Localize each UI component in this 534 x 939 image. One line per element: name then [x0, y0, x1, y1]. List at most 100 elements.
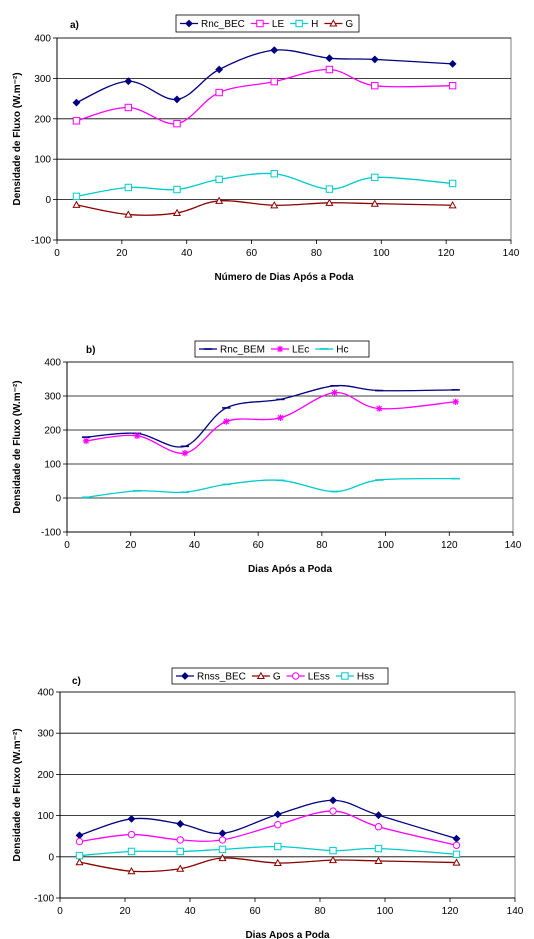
data-point: [270, 201, 279, 209]
data-point: [127, 847, 136, 856]
x-tick-label: 60: [253, 540, 265, 551]
data-point: [218, 836, 227, 844]
x-tick-label: 0: [57, 906, 63, 917]
data-point: [448, 201, 457, 209]
chart-panel-b: -100 0 100 200 300 400 0 20 40 60 80 100 120 140 Dias …: [0, 338, 534, 618]
series-line: [76, 49, 453, 104]
x-tick-label: 80: [316, 540, 328, 551]
data-point: [374, 811, 383, 820]
legend-label: LEc: [292, 345, 309, 356]
data-point: [273, 810, 282, 819]
y-tick-label: 100: [37, 811, 54, 822]
data-point: [72, 98, 81, 107]
data-point: [371, 81, 379, 90]
data-point: [325, 54, 334, 63]
series-h: [72, 170, 457, 201]
data-point: [75, 857, 84, 866]
data-point: [374, 844, 383, 853]
x-tick-label: 120: [438, 248, 455, 259]
data-point: [329, 796, 337, 805]
legend-item: LEc: [271, 345, 309, 356]
plot-area: [59, 691, 516, 899]
x-axis-label: Dias Apos a Poda: [245, 930, 330, 939]
x-tick-label: 60: [249, 906, 261, 917]
legend-label: H: [311, 19, 318, 30]
panel-tag: b): [86, 345, 95, 356]
legend-marker: [256, 671, 265, 680]
y-tick-label: 0: [48, 852, 54, 863]
y-tick-label: 200: [37, 770, 54, 781]
x-tick-label: 40: [181, 248, 193, 259]
y-axis-label: Densidade de Fluxo (W.m⁻²): [12, 380, 23, 513]
data-point: [370, 199, 379, 207]
series-less: [75, 807, 461, 849]
data-point: [124, 103, 133, 112]
legend-item: H: [290, 19, 318, 30]
series-line: [79, 799, 457, 840]
legend-marker: [185, 19, 193, 28]
data-point: [274, 842, 282, 851]
x-axis-label: Número de Dias Após a Poda: [214, 272, 354, 283]
y-tick-label: 400: [37, 688, 54, 699]
data-point: [273, 858, 282, 867]
y-tick-label: 400: [44, 358, 61, 369]
legend-marker: [341, 672, 349, 680]
data-point: [374, 823, 383, 831]
legend: Rnss_BEC G LEss Hss: [171, 667, 389, 685]
y-tick-label: 300: [37, 729, 54, 740]
x-tick-label: 0: [54, 248, 60, 259]
legend-item: G: [251, 671, 281, 683]
data-point: [452, 850, 461, 859]
data-point: [452, 858, 461, 866]
data-point: [215, 175, 223, 184]
y-tick-label: 200: [44, 426, 61, 437]
legend-item: G: [324, 19, 353, 30]
chart-panel-c: -100 0 100 200 300 400 0 20 40 60 80 100 120 140 Dias …: [0, 665, 534, 939]
data-point: [325, 198, 334, 206]
legend-label: Rnc_BEM: [220, 345, 265, 356]
data-point: [127, 866, 136, 875]
legend-marker: [329, 19, 338, 27]
data-point: [325, 65, 334, 74]
data-point: [270, 46, 279, 55]
legend: Rnc_BEC LE H G: [175, 14, 360, 33]
data-point: [329, 846, 337, 855]
series-line: [79, 857, 457, 873]
data-point: [75, 851, 84, 860]
legend-item: Rnc_BEM: [199, 345, 265, 356]
y-tick-label: 200: [34, 114, 51, 125]
y-tick-label: 400: [34, 34, 51, 45]
series-hc: [81, 477, 460, 499]
legend-label: G: [345, 19, 353, 30]
legend-label: Hc: [336, 345, 348, 356]
legend-label: Hss: [357, 672, 374, 683]
data-point: [127, 830, 136, 839]
x-tick-label: 20: [119, 906, 131, 917]
data-point: [370, 55, 379, 64]
legend-item: LE: [250, 19, 284, 30]
panel-tag: c): [72, 676, 81, 687]
data-point: [173, 95, 181, 104]
y-tick-label: 300: [34, 74, 51, 85]
data-point: [325, 185, 334, 193]
data-point: [374, 856, 383, 864]
x-tick-label: 100: [377, 540, 394, 551]
data-point: [173, 185, 181, 194]
x-tick-label: 140: [503, 248, 520, 259]
legend-label: Rnss_BEC: [197, 672, 246, 683]
series-rnc-bec: [72, 46, 457, 107]
data-point: [371, 173, 379, 182]
x-tick-label: 100: [373, 248, 390, 259]
data-point: [176, 864, 185, 872]
plot-area: [56, 37, 512, 241]
data-point: [448, 59, 457, 68]
series-lec: [82, 389, 459, 457]
legend-marker: [295, 19, 303, 28]
x-tick-label: 140: [505, 540, 522, 551]
data-point: [82, 437, 90, 445]
data-point: [270, 77, 278, 86]
data-point: [215, 65, 224, 74]
x-axis-label: Dias Após a Poda: [248, 564, 333, 575]
